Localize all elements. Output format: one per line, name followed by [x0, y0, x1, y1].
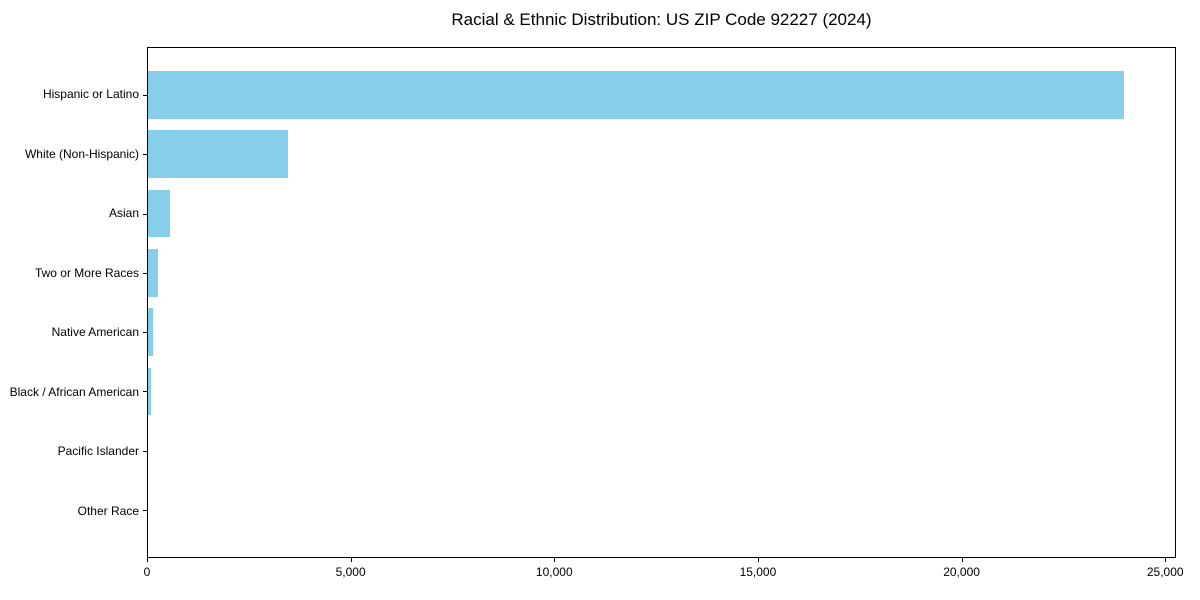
y-tick-mark — [143, 332, 147, 334]
y-tick-label-black-african-american: Black / African American — [9, 384, 139, 399]
x-axis-ticks: 0 5,000 10,000 15,000 20,000 25,000 — [143, 558, 1184, 590]
bar-two-or-more-races — [148, 249, 159, 297]
y-tick-label-hispanic-or-latino: Hispanic or Latino — [42, 87, 139, 102]
x-tick-mark — [961, 558, 963, 562]
x-tick-mark — [1165, 558, 1167, 562]
bar-native-american — [148, 308, 154, 356]
y-tick-mark — [143, 510, 147, 512]
y-tick-mark — [143, 94, 147, 96]
y-tick-label-two-or-more-races: Two or More Races — [34, 265, 139, 280]
y-tick-label-asian: Asian — [108, 206, 139, 221]
plot-area — [143, 47, 1176, 558]
y-tick-mark — [143, 154, 147, 156]
x-tick-mark — [554, 558, 556, 562]
x-tick-mark — [147, 558, 148, 562]
x-tick-label-20-000: 20,000 — [943, 565, 980, 579]
bar-asian — [148, 189, 170, 238]
x-tick-label-5-000: 5,000 — [335, 565, 366, 579]
x-tick-label-0: 0 — [143, 565, 151, 579]
y-tick-label-native-american: Native American — [51, 325, 139, 340]
x-tick-mark — [350, 558, 352, 562]
y-tick-label-other-race: Other Race — [77, 503, 139, 518]
chart-title: Racial & Ethnic Distribution: US ZIP Cod… — [451, 10, 872, 29]
x-tick-label-15-000: 15,000 — [739, 565, 777, 579]
bar-hispanic-or-latino — [148, 71, 1124, 119]
y-tick-mark — [143, 213, 147, 215]
y-tick-label-pacific-islander: Pacific Islander — [57, 444, 139, 459]
y-tick-mark — [143, 391, 147, 393]
bar-white-non-hispanic — [148, 130, 289, 178]
y-tick-mark — [143, 450, 147, 452]
y-tick-mark — [143, 272, 147, 274]
y-tick-label-white-non-hispanic: White (Non-Hispanic) — [24, 146, 139, 161]
y-axis-labels: Hispanic or Latino White (Non-Hispanic) As… — [0, 47, 139, 558]
x-tick-label-25-000: 25,000 — [1146, 565, 1184, 579]
bar-black-african-american — [148, 367, 152, 416]
x-tick-label-10-000: 10,000 — [535, 565, 573, 579]
x-tick-mark — [757, 558, 759, 562]
